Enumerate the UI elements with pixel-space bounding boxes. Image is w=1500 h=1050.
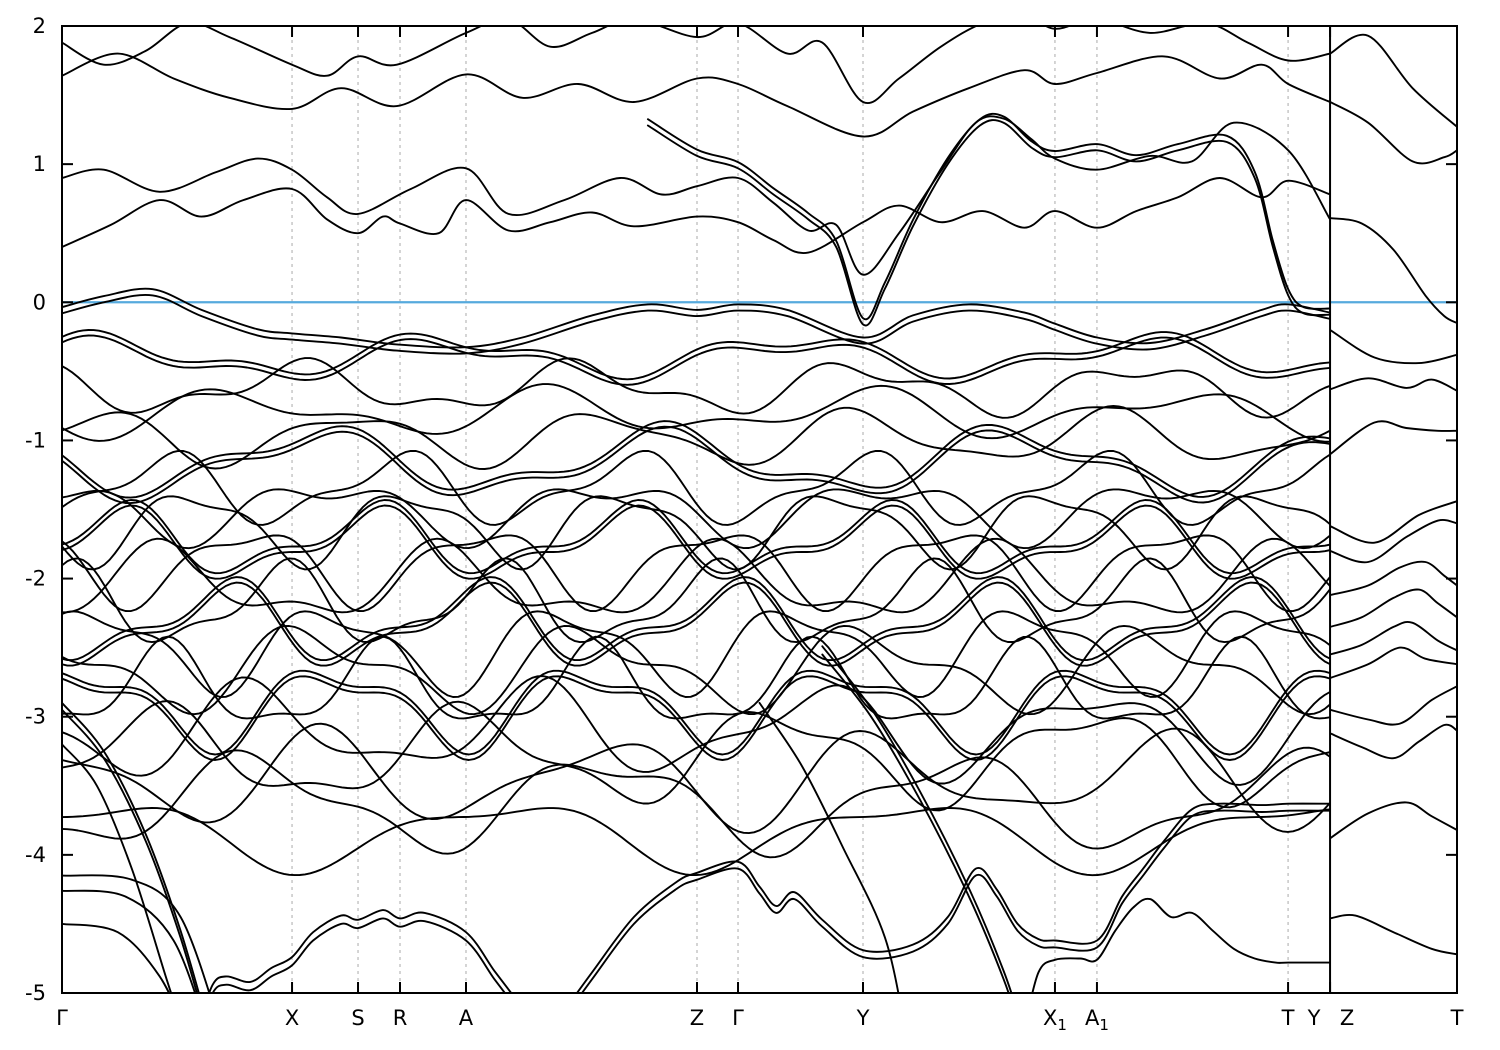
band-curve (62, 357, 1331, 419)
band-curve (1330, 646, 1458, 679)
band-curve (62, 404, 1331, 470)
band-curve (62, 534, 1331, 613)
x-tick-label: Z (1340, 1006, 1354, 1030)
x-tick-label: X1 (1043, 1006, 1067, 1034)
band-curve (1330, 328, 1458, 365)
band-curve (62, 425, 1331, 505)
x-tick-label: A1 (1085, 1006, 1109, 1034)
band-curve (211, 917, 507, 993)
band-curve (1330, 377, 1458, 392)
band-curve (62, 807, 1331, 877)
band-curve (62, 700, 1331, 812)
band-curve (1330, 217, 1458, 324)
band-curve (1330, 914, 1458, 956)
band-curve (62, 504, 1331, 580)
band-curve (62, 746, 1331, 859)
band-curve (1330, 420, 1458, 456)
band-curve (62, 624, 1331, 716)
x-tick-label: A (459, 1006, 474, 1030)
x-tick-label: Γ (56, 1006, 68, 1030)
band-curve (580, 809, 1331, 993)
x-tick-label: Z (690, 1006, 704, 1030)
band-curve (62, 922, 171, 993)
y-tick-label: 1 (33, 152, 46, 176)
y-tick-label: 0 (33, 290, 46, 314)
band-curve (1330, 685, 1458, 726)
band-curve (62, 610, 1331, 698)
band-curve (1330, 801, 1458, 840)
band-curve (62, 449, 1331, 526)
band-curve (62, 495, 1331, 571)
band-curve (62, 701, 200, 993)
band-curve (208, 909, 513, 993)
band-curve (62, 889, 197, 993)
band-curve (758, 701, 900, 993)
x-tick-label: S (351, 1006, 364, 1030)
band-curve (1330, 621, 1458, 656)
band-curve (62, 581, 1331, 667)
band-curve (1330, 723, 1458, 760)
band-curve (646, 112, 1331, 321)
band-curve (62, 874, 211, 993)
band-curve (1330, 519, 1458, 564)
y-tick-label: -3 (25, 705, 46, 729)
y-tick-label: -2 (25, 567, 46, 591)
band-curve (62, 329, 1331, 381)
band-curve (62, 488, 1331, 550)
band-curve (62, 293, 1331, 355)
band-curve (1330, 500, 1458, 544)
x-tick-label: T (1450, 1006, 1464, 1030)
band-curve (62, 537, 1331, 614)
y-tick-label: -5 (25, 981, 46, 1005)
y-tick-label: 2 (33, 14, 46, 38)
band-curve (62, 420, 1331, 499)
plot-border (61, 25, 1458, 994)
x-tick-label: Y (1307, 1006, 1321, 1030)
band-curve (1330, 101, 1458, 165)
x-tick-label: T (1281, 1006, 1295, 1030)
band-curve (646, 119, 1331, 327)
band-curve (1330, 560, 1458, 597)
band-curve (62, 635, 1331, 720)
band-curve (821, 653, 1010, 993)
band-curve (62, 722, 1331, 835)
y-tick-label: -1 (25, 428, 46, 452)
band-curve (62, 743, 173, 993)
band-curve (62, 26, 1331, 105)
band-curve (62, 287, 1331, 349)
band-curve (1330, 588, 1458, 628)
x-tick-label: R (393, 1006, 408, 1030)
band-curve (62, 708, 198, 993)
band-curve (62, 557, 1331, 644)
band-curve (62, 383, 1331, 443)
x-tick-label: Y (856, 1006, 870, 1030)
band-curve (62, 177, 1331, 255)
band-curve (62, 675, 1331, 786)
band-curve (62, 499, 1331, 575)
band-curve (1031, 897, 1331, 993)
band-curve (62, 52, 1331, 138)
y-tick-label: -4 (25, 843, 46, 867)
x-tick-label: Γ (732, 1006, 744, 1030)
band-curve (1330, 33, 1458, 128)
band-curve (62, 576, 1331, 662)
band-curve (62, 115, 1331, 276)
x-tick-label: X (285, 1006, 299, 1030)
band-curve (62, 669, 1331, 756)
